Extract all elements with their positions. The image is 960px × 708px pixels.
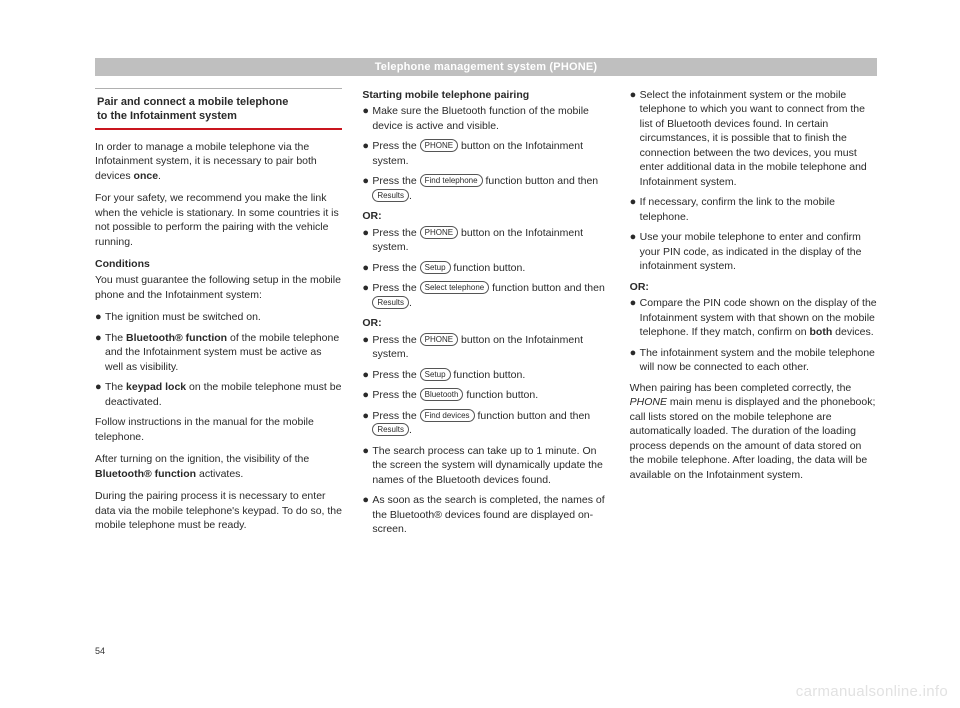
- bullet-icon: ●: [630, 195, 640, 224]
- bullet-text: Press the Setup function button.: [372, 261, 609, 275]
- bullet-icon: ●: [630, 346, 640, 375]
- content-columns: Pair and connect a mobile telephone to t…: [95, 88, 877, 543]
- bullet-item: ●Select the infotainment system or the m…: [630, 88, 877, 189]
- bullet-item: ● The keypad lock on the mobile telephon…: [95, 380, 342, 409]
- bullet-text: Press the PHONE button on the Infotainme…: [372, 333, 609, 362]
- bullet-icon: ●: [362, 444, 372, 487]
- bullet-item: ●Press the PHONE button on the Infotainm…: [362, 333, 609, 362]
- bullet-icon: ●: [362, 261, 372, 275]
- bullet-text: Select the infotainment system or the mo…: [640, 88, 877, 189]
- bullet-item: ●Press the PHONE button on the Infotainm…: [362, 226, 609, 255]
- bullet-text: The infotainment system and the mobile t…: [640, 346, 877, 375]
- pairing-heading: Starting mobile telephone pairing: [362, 88, 609, 102]
- bullet-item: ● The ignition must be switched on.: [95, 310, 342, 324]
- conditions-intro: You must guarantee the following setup i…: [95, 273, 342, 302]
- bullet-text: Press the Find devices function button a…: [372, 409, 609, 438]
- bullet-text: The Bluetooth® function of the mobile te…: [105, 331, 342, 374]
- bullet-item: ●The infotainment system and the mobile …: [630, 346, 877, 375]
- column-2: Starting mobile telephone pairing ●Make …: [362, 88, 609, 543]
- bullet-text: Use your mobile telephone to enter and c…: [640, 230, 877, 273]
- bullet-icon: ●: [362, 104, 372, 133]
- bullet-text: Press the PHONE button on the Infotainme…: [372, 139, 609, 168]
- bullet-icon: ●: [362, 174, 372, 203]
- results-button: Results: [372, 423, 409, 436]
- bullet-text: Press the PHONE button on the Infotainme…: [372, 226, 609, 255]
- bullet-item: ● The Bluetooth® function of the mobile …: [95, 331, 342, 374]
- bullet-item: ●Press the Find devices function button …: [362, 409, 609, 438]
- intro-para-1: In order to manage a mobile telephone vi…: [95, 140, 342, 183]
- bullet-icon: ●: [95, 380, 105, 409]
- manual-page: Telephone management system (PHONE) Pair…: [95, 58, 877, 543]
- bullet-text: Compare the PIN code shown on the displa…: [640, 296, 877, 339]
- intro-para-2: For your safety, we recommend you make t…: [95, 191, 342, 249]
- phone-button: PHONE: [420, 139, 458, 152]
- bullet-item: ●The search process can take up to 1 min…: [362, 444, 609, 487]
- bullet-icon: ●: [362, 409, 372, 438]
- phone-button: PHONE: [420, 226, 458, 239]
- or-separator: OR:: [362, 209, 609, 223]
- bullet-icon: ●: [362, 226, 372, 255]
- bullet-text: The ignition must be switched on.: [105, 310, 342, 324]
- section-title-line2: to the Infotainment system: [97, 109, 342, 123]
- bullet-text: Press the Select telephone function butt…: [372, 281, 609, 310]
- bullet-icon: ●: [362, 493, 372, 536]
- bullet-item: ●Press the Bluetooth function button.: [362, 388, 609, 402]
- bullet-text: Press the Bluetooth function button.: [372, 388, 609, 402]
- bullet-item: ●Compare the PIN code shown on the displ…: [630, 296, 877, 339]
- find-devices-button: Find devices: [420, 409, 475, 422]
- bullet-text: Make sure the Bluetooth function of the …: [372, 104, 609, 133]
- phone-button: PHONE: [420, 333, 458, 346]
- closing-para: When pairing has been completed correctl…: [630, 381, 877, 482]
- bullet-icon: ●: [362, 281, 372, 310]
- bullet-text: Press the Setup function button.: [372, 368, 609, 382]
- bullet-item: ●Press the Find telephone function butto…: [362, 174, 609, 203]
- setup-button: Setup: [420, 368, 451, 381]
- bullet-icon: ●: [362, 139, 372, 168]
- or-separator: OR:: [362, 316, 609, 330]
- results-button: Results: [372, 189, 409, 202]
- bluetooth-button: Bluetooth: [420, 388, 464, 401]
- bullet-icon: ●: [630, 88, 640, 189]
- watermark: carmanualsonline.info: [796, 683, 948, 700]
- bullet-icon: ●: [630, 296, 640, 339]
- page-number: 54: [95, 646, 105, 656]
- select-telephone-button: Select telephone: [420, 281, 490, 294]
- bullet-icon: ●: [630, 230, 640, 273]
- conditions-heading: Conditions: [95, 257, 342, 271]
- bullet-icon: ●: [95, 310, 105, 324]
- follow-instructions: Follow instructions in the manual for th…: [95, 415, 342, 444]
- pairing-keypad: During the pairing process it is necessa…: [95, 489, 342, 532]
- bullet-text: The search process can take up to 1 minu…: [372, 444, 609, 487]
- column-1: Pair and connect a mobile telephone to t…: [95, 88, 342, 543]
- bullet-item: ●If necessary, confirm the link to the m…: [630, 195, 877, 224]
- bullet-item: ●Make sure the Bluetooth function of the…: [362, 104, 609, 133]
- bullet-item: ●Press the Select telephone function but…: [362, 281, 609, 310]
- bullet-text: Press the Find telephone function button…: [372, 174, 609, 203]
- column-3: ●Select the infotainment system or the m…: [630, 88, 877, 543]
- bullet-item: ●As soon as the search is completed, the…: [362, 493, 609, 536]
- find-telephone-button: Find telephone: [420, 174, 483, 187]
- page-header: Telephone management system (PHONE): [95, 58, 877, 76]
- bullet-item: ●Press the Setup function button.: [362, 261, 609, 275]
- bullet-item: ●Use your mobile telephone to enter and …: [630, 230, 877, 273]
- bullet-text: As soon as the search is completed, the …: [372, 493, 609, 536]
- results-button: Results: [372, 296, 409, 309]
- bullet-text: The keypad lock on the mobile telephone …: [105, 380, 342, 409]
- bullet-icon: ●: [95, 331, 105, 374]
- bt-visibility: After turning on the ignition, the visib…: [95, 452, 342, 481]
- bullet-text: If necessary, confirm the link to the mo…: [640, 195, 877, 224]
- bullet-icon: ●: [362, 388, 372, 402]
- setup-button: Setup: [420, 261, 451, 274]
- or-separator: OR:: [630, 280, 877, 294]
- section-title-box: Pair and connect a mobile telephone to t…: [95, 88, 342, 130]
- bullet-icon: ●: [362, 368, 372, 382]
- bullet-item: ●Press the PHONE button on the Infotainm…: [362, 139, 609, 168]
- section-title-line1: Pair and connect a mobile telephone: [97, 95, 342, 109]
- bullet-item: ●Press the Setup function button.: [362, 368, 609, 382]
- bullet-icon: ●: [362, 333, 372, 362]
